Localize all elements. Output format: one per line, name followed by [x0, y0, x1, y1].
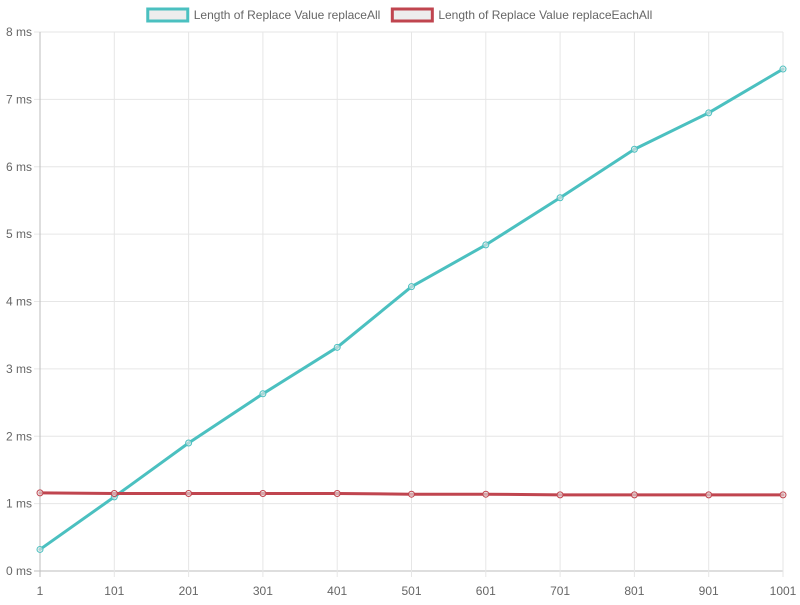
legend-item-1[interactable]: Length of Replace Value replaceAll [146, 7, 381, 23]
data-point [110, 490, 118, 498]
y-axis: 0 ms 1 ms 2 ms 3 ms 4 ms 5 ms 6 ms 7 ms 8 ms [6, 25, 32, 578]
data-point [408, 283, 415, 291]
data-point [779, 491, 787, 499]
data-point [408, 490, 415, 498]
x-tick-label: 601 [476, 584, 496, 598]
x-tick-label: 1001 [770, 584, 797, 598]
data-point [36, 489, 44, 497]
data-point [333, 343, 341, 351]
grid [34, 31, 784, 577]
data-point [705, 109, 713, 117]
x-tick-label: 801 [624, 584, 644, 598]
legend-label: Length of Replace Value replaceEachAll [438, 8, 652, 22]
y-tick-label: 5 ms [6, 227, 32, 241]
data-point [556, 491, 564, 499]
data-point [482, 490, 490, 498]
data-point [705, 491, 713, 499]
legend-swatch [390, 7, 434, 23]
data-point [259, 490, 267, 498]
x-tick-label: 201 [179, 584, 199, 598]
legend-item-2[interactable]: Length of Replace Value replaceEachAll [390, 7, 652, 23]
x-tick-label: 501 [401, 584, 421, 598]
y-tick-label: 0 ms [6, 564, 32, 578]
data-point [779, 65, 787, 73]
data-point [259, 390, 267, 398]
data-point [36, 545, 44, 553]
x-tick-label: 401 [327, 584, 347, 598]
data-point [333, 490, 341, 498]
legend-label: Length of Replace Value replaceAll [194, 8, 381, 22]
x-tick-label: 101 [104, 584, 124, 598]
x-tick-label: 1 [37, 584, 44, 598]
y-tick-label: 2 ms [6, 429, 32, 443]
series-layer [36, 65, 787, 553]
data-point [630, 491, 638, 499]
y-tick-label: 7 ms [6, 92, 32, 106]
data-point [630, 145, 638, 153]
data-point [185, 439, 193, 447]
legend-swatch [146, 7, 190, 23]
y-tick-label: 6 ms [6, 160, 32, 174]
legend[interactable]: Length of Replace Value replaceAll Length… [146, 7, 653, 23]
x-axis: 1 101 201 301 401 501 601 701 801 901 1001 [37, 584, 797, 598]
y-tick-label: 3 ms [6, 362, 32, 376]
x-tick-label: 301 [253, 584, 273, 598]
data-point [556, 194, 564, 202]
data-point [185, 490, 193, 498]
y-tick-label: 4 ms [6, 295, 32, 309]
y-tick-label: 1 ms [6, 497, 32, 511]
y-tick-label: 8 ms [6, 25, 32, 39]
x-tick-label: 701 [550, 584, 570, 598]
x-tick-label: 901 [699, 584, 719, 598]
data-point [482, 241, 490, 249]
